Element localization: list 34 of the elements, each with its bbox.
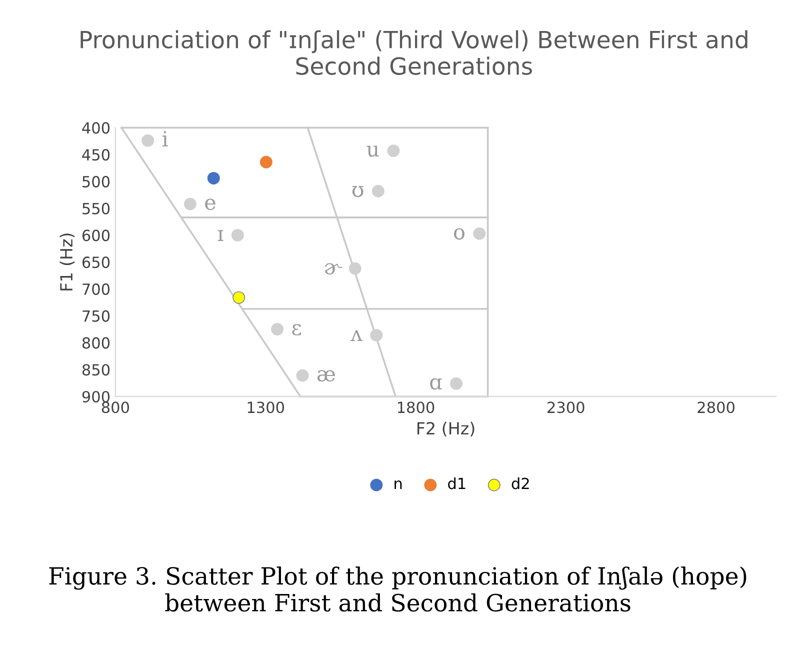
y-tick-label: 850 [82,364,110,376]
x-axis-title: F2 (Hz) [418,422,474,437]
annotation: ɪ [218,230,224,241]
caption: Figure 3. Scatter Plot of the pronunciation of Inʃalə (hope) between First and Second Generations [49,566,746,612]
legend-label: d1 [448,477,466,490]
legend-label: d2 [512,477,529,490]
y-tick-label: 750 [82,310,110,322]
annotation: ɑ [430,378,442,390]
x-tick-label: 1800 [398,402,434,414]
y-tick-label: 800 [82,337,110,349]
annotation: ɚ [324,263,342,275]
x-tick-label: 1300 [248,402,284,414]
y-tick-label: 700 [82,283,110,295]
y-axis-title: F1 (Hz) [60,234,75,290]
annotation: i [162,131,168,146]
y-tick-label: 600 [82,230,110,242]
y-tick-label: 650 [82,256,110,268]
y-tick-label: 900 [82,390,110,402]
annotation: ʌ [350,330,362,341]
annotation: ɛ [292,324,302,336]
x-tick-label: 2800 [698,402,734,414]
legend-label: n [394,480,402,490]
annotation: æ [317,370,335,382]
y-tick-label: 550 [82,202,110,214]
chart-title: Pronunciation of "ɪnʃale" (Third Vowel) Between First and Second Generations [80,30,748,75]
annotation: ʊ [352,186,364,198]
annotation: o [454,228,464,240]
y-tick-label: 450 [82,149,110,161]
annotation: u [366,146,379,157]
y-tick-label: 500 [82,176,110,188]
x-tick-label: 800 [102,402,129,414]
y-tick-label: 400 [82,122,110,134]
annotation: e [205,198,216,210]
x-tick-label: 2300 [548,402,584,414]
